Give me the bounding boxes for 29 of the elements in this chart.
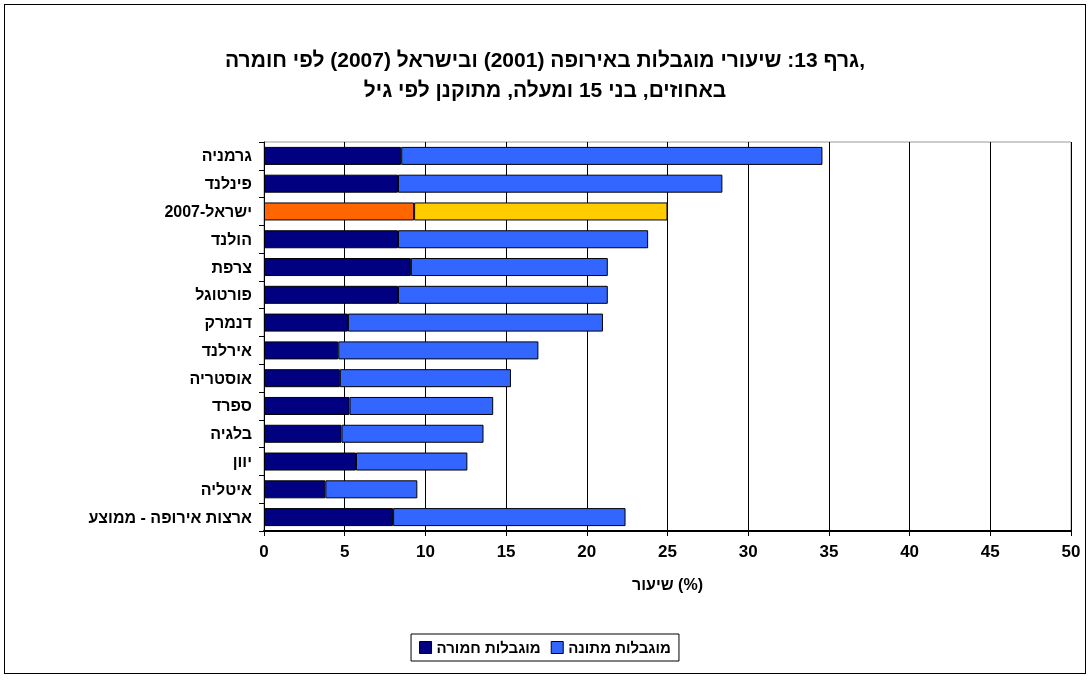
y-tick-label: ישראל-2007 bbox=[164, 202, 252, 220]
x-tick-label: 45 bbox=[980, 542, 1000, 561]
x-tick-label: 5 bbox=[339, 542, 350, 561]
y-tick-label: ספרד bbox=[212, 397, 252, 415]
y-tick-label: אוסטריה bbox=[189, 369, 253, 387]
x-tick-label: 25 bbox=[658, 542, 677, 561]
y-tick-label: אירלנד bbox=[201, 341, 253, 359]
y-tick-label: צרפת bbox=[211, 258, 252, 276]
x-tick-label: 30 bbox=[738, 542, 758, 561]
y-tick-label: איטליה bbox=[200, 480, 253, 498]
y-tick-label: פינלנד bbox=[204, 175, 252, 193]
x-tick-label: 0 bbox=[259, 542, 269, 561]
y-tick-label: בלגיה bbox=[210, 425, 252, 443]
x-tick-label: 50 bbox=[1061, 542, 1081, 561]
y-tick-label: דנמרק bbox=[204, 314, 252, 332]
y-tick-label: ארצות אירופה - ממוצע bbox=[88, 508, 253, 526]
x-tick-label: 10 bbox=[415, 542, 435, 561]
y-tick-label: הולנד bbox=[211, 230, 252, 248]
x-tick-label: 15 bbox=[496, 542, 516, 561]
x-tick-label: 20 bbox=[577, 542, 597, 561]
legend-label: מוגבלות חמורה bbox=[436, 639, 541, 656]
x-axis-title: שיעור (%) bbox=[632, 575, 703, 593]
legend-label: מוגבלות מתונה bbox=[568, 639, 671, 656]
y-tick-label: יוון bbox=[232, 453, 252, 471]
x-tick-label: 40 bbox=[900, 542, 920, 561]
y-tick-label: גרמניה bbox=[201, 147, 253, 165]
chart-title: גרף 13: שיעורי מוגבלות באירופה (2001) ובישראל (2007) לפי חומרה, באחוזים, בני 15 ומעלה, מתוקנן לפי גיל bbox=[225, 47, 865, 101]
y-tick-label: פורטוגל bbox=[195, 286, 252, 304]
x-tick-label: 35 bbox=[819, 542, 839, 561]
